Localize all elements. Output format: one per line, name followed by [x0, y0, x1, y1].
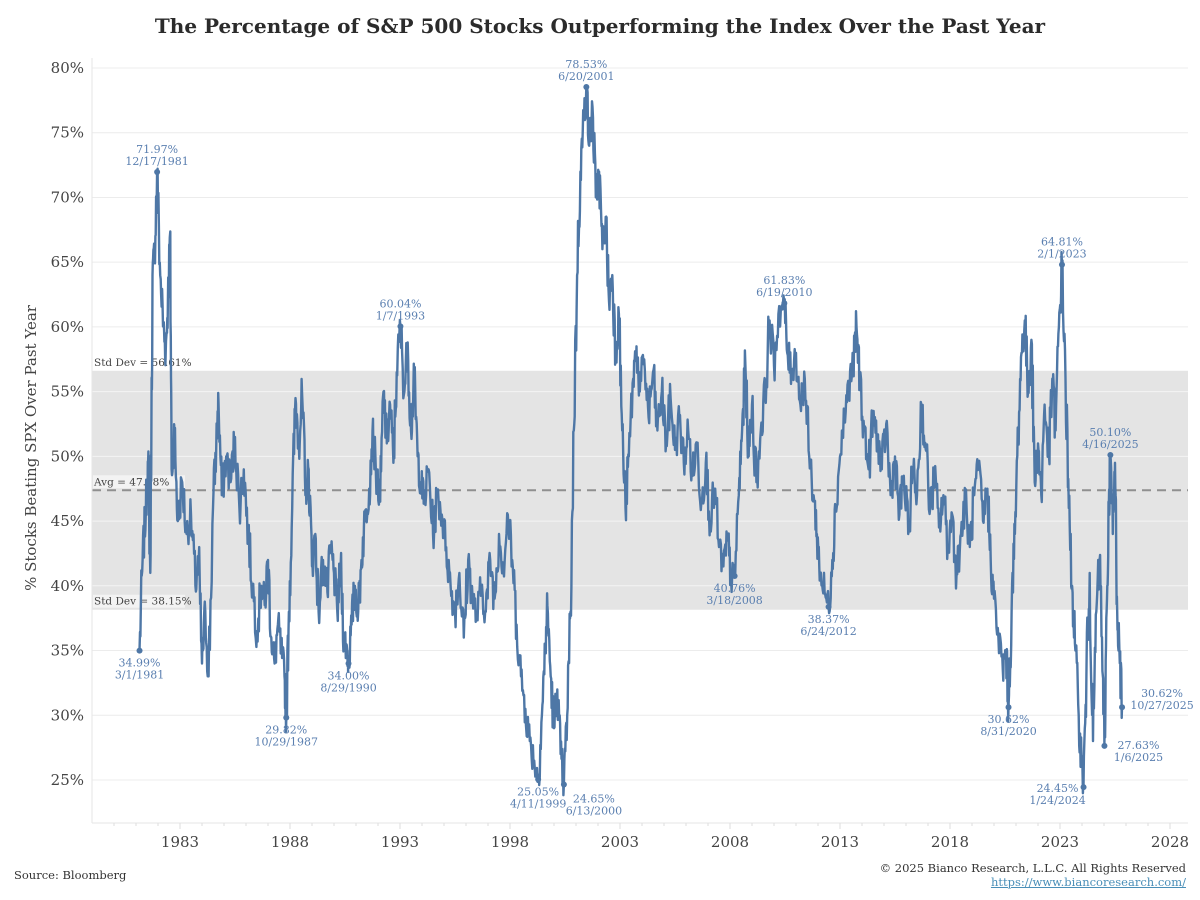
annotation-date: 8/29/1990 [320, 681, 376, 694]
y-tick-label: 25% [51, 771, 84, 789]
annotation-date: 4/11/1999 [510, 797, 566, 810]
annotation-date: 2/1/2023 [1037, 248, 1086, 261]
y-axis-label: % Stocks Beating SPX Over Past Year [22, 304, 40, 591]
annotation-value: 34.00% [328, 669, 370, 682]
std-upper-label-bg [93, 355, 185, 369]
series-line [138, 85, 1124, 797]
website-link[interactable]: https://www.biancoresearch.com/ [990, 875, 1186, 889]
annotation-date: 6/20/2001 [558, 70, 614, 83]
annotation-date: 1/6/2025 [1114, 751, 1163, 764]
source-note: Source: Bloomberg [14, 868, 127, 882]
annotation-marker [345, 660, 352, 667]
annotation-marker [825, 603, 832, 610]
annotation-marker [1080, 784, 1087, 791]
annotation-value: 38.37% [808, 613, 850, 626]
chart-title: The Percentage of S&P 500 Stocks Outperf… [154, 14, 1046, 38]
annotation-value: 34.99% [119, 657, 161, 670]
annotation-value: 71.97% [136, 143, 178, 156]
annotation-date: 3/18/2008 [706, 594, 762, 607]
y-tick-label: 70% [51, 188, 84, 206]
std-upper-label: Std Dev = 56.61% [94, 357, 192, 369]
annotation-value: 24.45% [1037, 782, 1079, 795]
annotation-marker [1107, 452, 1114, 459]
x-tick-label: 1998 [491, 833, 529, 851]
annotation-value: 50.10% [1089, 426, 1131, 439]
annotations: 34.99%3/1/198171.97%12/17/198129.82%10/2… [115, 58, 1194, 817]
y-tick-label: 60% [51, 318, 84, 336]
annotation-date: 1/24/2024 [1029, 794, 1085, 807]
annotation-date: 4/16/2025 [1082, 438, 1138, 451]
annotation-value: 61.83% [763, 274, 805, 287]
x-tick-label: 1983 [161, 833, 199, 851]
y-tick-label: 30% [51, 706, 84, 724]
annotation-marker [1058, 261, 1065, 268]
x-tick-label: 2018 [931, 833, 969, 851]
annotation-marker [1119, 704, 1126, 711]
series-layer [138, 85, 1124, 797]
y-tick-label: 75% [51, 124, 84, 142]
y-tick-label: 40% [51, 577, 84, 595]
annotation-marker [583, 84, 590, 91]
x-tick-label: 1988 [271, 833, 309, 851]
annotation-date: 3/1/1981 [115, 669, 164, 682]
y-tick-label: 50% [51, 447, 84, 465]
annotation-value: 30.62% [988, 713, 1030, 726]
annotation-marker [154, 168, 161, 175]
avg-label: Avg = 47.38% [93, 476, 169, 488]
annotation-date: 6/24/2012 [800, 625, 856, 638]
annotation-marker [397, 323, 404, 330]
annotation-date: 8/31/2020 [980, 725, 1036, 738]
annotation-date: 10/29/1987 [255, 736, 318, 749]
y-tick-label: 35% [51, 642, 84, 660]
y-tick-label: 80% [51, 59, 84, 77]
annotation-date: 12/17/1981 [125, 155, 188, 168]
annotation-value: 27.63% [1117, 739, 1159, 752]
x-tick-label: 2003 [601, 833, 639, 851]
annotation-value: 60.04% [379, 297, 421, 310]
y-tick-label: 55% [51, 383, 84, 401]
annotation-date: 1/7/1993 [376, 309, 425, 322]
avg-label-bg [93, 475, 185, 489]
annotation-value: 64.81% [1041, 236, 1083, 249]
annotation-value: 24.65% [573, 793, 615, 806]
annotation-value: 25.05% [517, 785, 559, 798]
std-lower-label: Std Dev = 38.15% [94, 596, 192, 608]
annotation-marker [283, 714, 290, 721]
x-tick-label: 2008 [711, 833, 749, 851]
annotation-marker [731, 572, 738, 579]
annotation-date: 6/13/2000 [566, 805, 622, 818]
annotation-value: 30.62% [1141, 687, 1183, 700]
y-tick-label: 65% [51, 253, 84, 271]
annotation-date: 10/27/2025 [1130, 699, 1193, 712]
annotation-value: 40.76% [714, 582, 756, 595]
x-tick-label: 2028 [1151, 833, 1189, 851]
y-tick-label: 45% [51, 512, 84, 530]
annotation-marker [136, 647, 143, 654]
std-lower-label-bg [93, 594, 185, 608]
copyright-notice: © 2025 Bianco Research, L.L.C. All Right… [879, 861, 1186, 875]
x-tick-label: 1993 [381, 833, 419, 851]
x-tick-label: 2013 [821, 833, 859, 851]
x-tick-label: 2023 [1041, 833, 1079, 851]
annotation-value: 29.82% [265, 724, 307, 737]
annotation-date: 6/19/2010 [756, 286, 812, 299]
axes: 25% 30% 35% 40% 45% 50% 55% 60% 65% 70% 75% 80% 1983… [51, 58, 1189, 851]
annotation-marker [1101, 742, 1108, 749]
annotation-marker [560, 781, 567, 788]
annotation-value: 78.53% [565, 58, 607, 71]
annotation-marker [1005, 704, 1012, 711]
annotation-marker [535, 776, 542, 783]
annotation-marker [781, 300, 788, 307]
